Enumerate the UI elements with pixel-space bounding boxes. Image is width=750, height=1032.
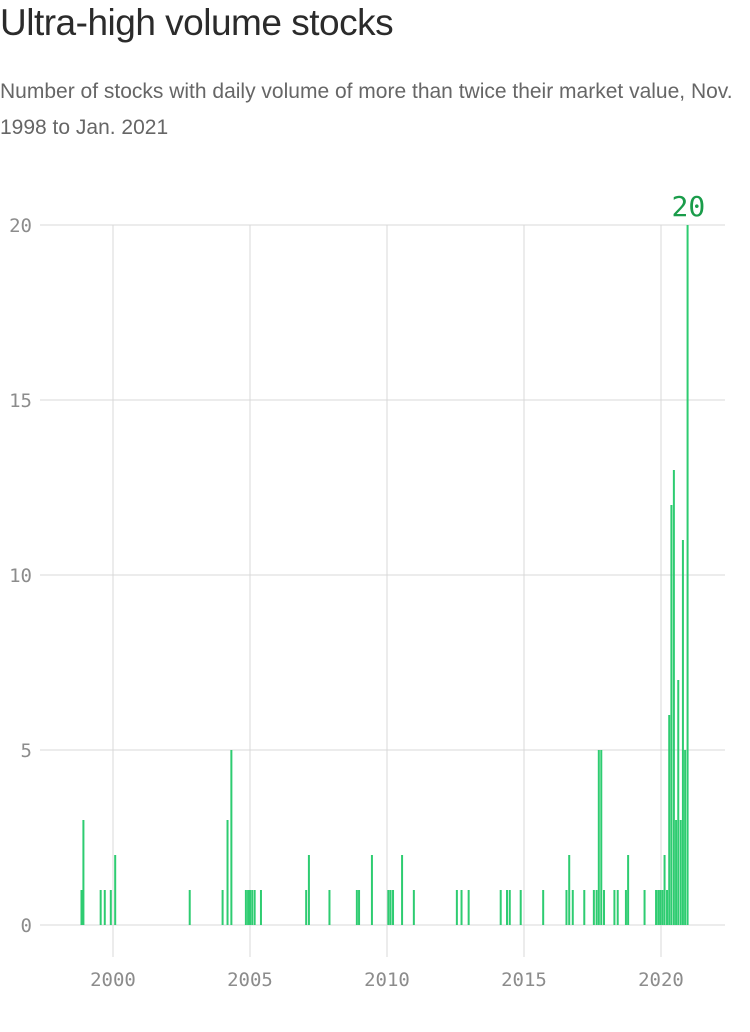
- bars: [80, 225, 689, 925]
- x-tick-label: 2000: [90, 969, 136, 991]
- bar: [672, 470, 675, 925]
- bar: [109, 890, 112, 925]
- y-tick-label: 0: [21, 915, 32, 937]
- bar: [592, 890, 595, 925]
- bar: [467, 890, 470, 925]
- bar: [600, 750, 603, 925]
- bar: [392, 890, 395, 925]
- bar: [307, 855, 310, 925]
- bar: [188, 890, 191, 925]
- y-gridlines: [40, 224, 725, 926]
- bar: [247, 890, 250, 925]
- x-tick-label: 2010: [364, 969, 410, 991]
- bar: [519, 890, 522, 925]
- bar: [679, 820, 682, 925]
- bar: [226, 820, 229, 925]
- x-tick-label: 2005: [227, 969, 273, 991]
- bar: [358, 890, 361, 925]
- bar: [389, 890, 392, 925]
- y-tick-label: 5: [21, 740, 32, 762]
- bar: [603, 890, 606, 925]
- bar: [249, 890, 251, 925]
- bar: [583, 890, 586, 925]
- bar: [675, 820, 678, 925]
- chart-subtitle: Number of stocks with daily volume of mo…: [0, 80, 733, 139]
- bar: [666, 890, 669, 925]
- bar: [103, 890, 106, 925]
- bar: [221, 890, 224, 925]
- bar: [686, 225, 689, 925]
- bar: [253, 890, 256, 925]
- y-axis-labels: 0 5 10 15 20: [9, 215, 32, 937]
- bar: [230, 750, 233, 925]
- x-axis-labels: 2000 2005 2010 2015 2020: [90, 969, 684, 991]
- bar: [655, 890, 658, 925]
- bar: [401, 855, 404, 925]
- y-tick-label: 10: [9, 565, 32, 587]
- bar: [571, 890, 574, 925]
- chart-title: Ultra-high volume stocks: [0, 2, 394, 43]
- bar: [506, 890, 509, 925]
- bar: [595, 890, 598, 925]
- bar: [412, 890, 415, 925]
- bar: [684, 750, 687, 925]
- bar: [80, 890, 83, 925]
- bar: [661, 890, 664, 925]
- bar: [616, 890, 619, 925]
- bar: [114, 855, 117, 925]
- bar: [657, 890, 660, 925]
- bar: [627, 855, 630, 925]
- bar: [613, 890, 616, 925]
- bar: [643, 890, 646, 925]
- bar: [259, 890, 262, 925]
- bar: [624, 890, 627, 925]
- bar: [659, 890, 662, 925]
- bar: [328, 890, 331, 925]
- bar: [244, 890, 247, 925]
- bar: [370, 855, 373, 925]
- bar: [499, 890, 502, 925]
- peak-annotation: 20: [672, 190, 706, 223]
- bar: [508, 890, 511, 925]
- bar: [99, 890, 102, 925]
- x-tick-label: 2015: [501, 969, 547, 991]
- bar: [597, 750, 600, 925]
- y-tick-label: 15: [9, 390, 32, 412]
- bar: [460, 890, 463, 925]
- bar: [455, 890, 458, 925]
- y-tick-label: 20: [9, 215, 32, 237]
- bar: [670, 505, 673, 925]
- bar: [251, 890, 254, 925]
- bar: [663, 855, 666, 925]
- bar: [668, 715, 671, 925]
- bar: [82, 820, 85, 925]
- bar: [542, 890, 545, 925]
- bar: [387, 890, 390, 925]
- bar: [565, 890, 568, 925]
- x-gridlines: [112, 225, 662, 957]
- bar: [681, 540, 684, 925]
- x-tick-label: 2020: [638, 969, 684, 991]
- bar: [305, 890, 308, 925]
- bar: [677, 680, 680, 925]
- bar: [568, 855, 571, 925]
- bar: [355, 890, 358, 925]
